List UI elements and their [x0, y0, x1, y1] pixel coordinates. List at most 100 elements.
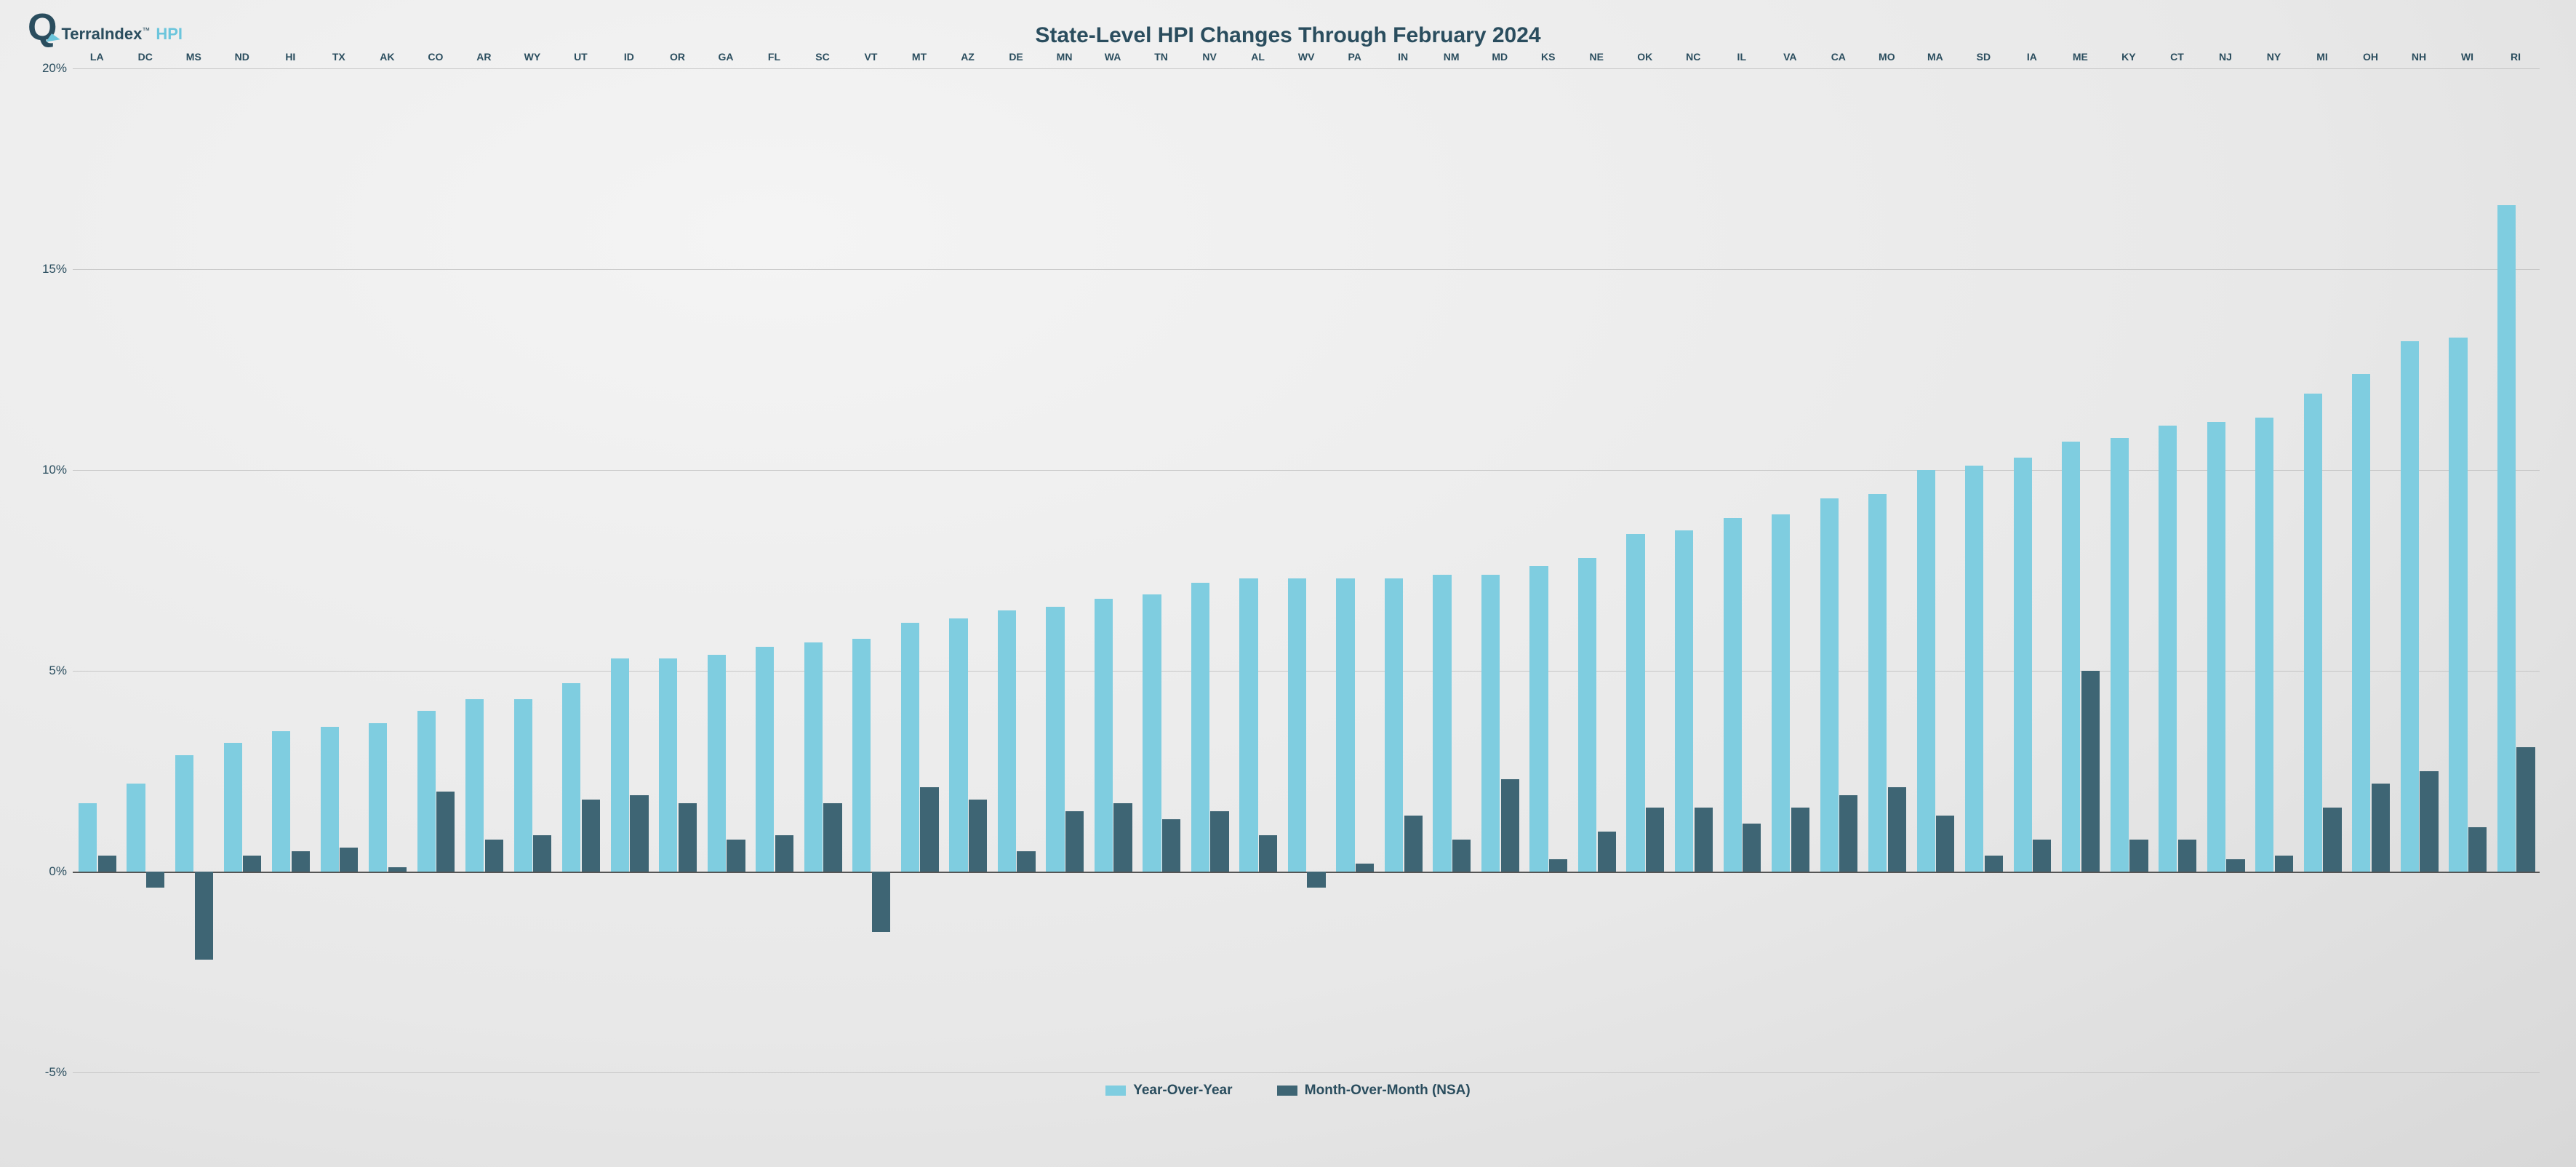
yoy-bar [1239, 578, 1257, 872]
mom-bar [2081, 671, 2100, 872]
yoy-bar [2401, 341, 2419, 872]
yoy-bar [2304, 394, 2322, 872]
mom-bar [969, 800, 987, 872]
yoy-bar [465, 699, 484, 872]
legend-item-mom: Month-Over-Month (NSA) [1277, 1083, 1471, 1099]
mom-bar [1452, 840, 1471, 872]
yoy-bar [2062, 442, 2080, 872]
yoy-bar [1820, 498, 1839, 872]
state-label: TN [1154, 51, 1168, 63]
mom-bar [1888, 787, 1906, 872]
mom-bar [436, 792, 455, 872]
state-column: OR [653, 68, 702, 1072]
state-column: DC [121, 68, 170, 1072]
brand-logo: Q TerraIndex™ HPI [28, 13, 183, 44]
legend-label-yoy: Year-Over-Year [1133, 1083, 1232, 1099]
state-column: NH [2395, 68, 2444, 1072]
mom-bar [2129, 840, 2148, 872]
mom-bar [823, 803, 841, 872]
state-column: CA [1815, 68, 1863, 1072]
y-tick-label: 20% [42, 61, 67, 76]
state-label: SD [1977, 51, 1991, 63]
state-label: AZ [961, 51, 975, 63]
state-label: FL [768, 51, 780, 63]
yoy-bar [1046, 607, 1064, 872]
yoy-bar [1529, 566, 1548, 872]
state-label: KS [1541, 51, 1555, 63]
mom-bar [195, 872, 213, 960]
mom-bar [630, 795, 648, 872]
yoy-bar [79, 803, 97, 872]
state-column: LA [73, 68, 121, 1072]
yoy-bar [2255, 418, 2273, 872]
state-label: MI [2316, 51, 2328, 63]
yoy-bar [1385, 578, 1403, 872]
yoy-bar [1288, 578, 1306, 872]
mom-bar [1065, 811, 1084, 872]
state-label: PA [1348, 51, 1361, 63]
mom-bar [1162, 819, 1180, 872]
yoy-bar [2014, 458, 2032, 872]
state-column: WA [1089, 68, 1137, 1072]
state-label: MN [1057, 51, 1073, 63]
state-label: MS [186, 51, 201, 63]
state-column: IL [1718, 68, 1767, 1072]
yoy-bar [1336, 578, 1354, 872]
state-label: ND [235, 51, 249, 63]
mom-bar [1017, 851, 1035, 872]
state-column: NJ [2201, 68, 2250, 1072]
state-label: TX [332, 51, 345, 63]
state-label: MD [1492, 51, 1508, 63]
mom-bar [1839, 795, 1857, 872]
state-column: NE [1572, 68, 1621, 1072]
yoy-bar [2207, 422, 2225, 872]
mom-bar [679, 803, 697, 872]
yoy-bar [2159, 426, 2177, 872]
yoy-bar [1481, 575, 1500, 872]
state-column: NC [1669, 68, 1718, 1072]
yoy-bar [562, 683, 580, 872]
yoy-bar [1772, 514, 1790, 872]
yoy-bar [2497, 205, 2516, 872]
mom-bar [1985, 856, 2003, 872]
yoy-bar [321, 727, 339, 872]
logo-glyph: Q [28, 13, 57, 44]
state-column: AL [1233, 68, 1282, 1072]
bars-container: LADCMSNDHITXAKCOARWYUTIDORGAFLSCVTMTAZDE… [73, 68, 2540, 1072]
state-label: HI [285, 51, 295, 63]
mom-bar [485, 840, 503, 872]
mom-bar [1404, 816, 1423, 872]
state-label: WY [524, 51, 541, 63]
yoy-bar [272, 731, 290, 872]
state-column: CT [2153, 68, 2201, 1072]
yoy-bar [224, 743, 242, 872]
y-tick-label: 0% [49, 864, 67, 879]
yoy-bar [1578, 558, 1596, 872]
chart-title: State-Level HPI Changes Through February… [29, 23, 2547, 48]
state-column: WI [2443, 68, 2492, 1072]
mom-bar [872, 872, 890, 932]
y-tick-label: 15% [42, 262, 67, 276]
state-column: MS [169, 68, 218, 1072]
yoy-bar [1675, 530, 1693, 872]
y-tick-label: 5% [49, 664, 67, 678]
state-column: UT [556, 68, 605, 1072]
mom-bar [1259, 835, 1277, 872]
yoy-bar [1724, 518, 1742, 872]
y-tick-label: 10% [42, 463, 67, 477]
yoy-bar [756, 647, 774, 872]
yoy-bar [369, 723, 387, 872]
state-label: OR [670, 51, 685, 63]
yoy-bar [1917, 470, 1935, 872]
state-column: KS [1524, 68, 1572, 1072]
mom-bar [98, 856, 116, 872]
mom-bar [920, 787, 938, 872]
yoy-bar [2111, 438, 2129, 872]
state-label: WI [2461, 51, 2473, 63]
mom-bar [1743, 824, 1761, 872]
mom-bar [243, 856, 261, 872]
state-column: WY [508, 68, 557, 1072]
yoy-bar [127, 784, 145, 872]
yoy-bar [998, 610, 1016, 872]
state-column: NM [1427, 68, 1476, 1072]
